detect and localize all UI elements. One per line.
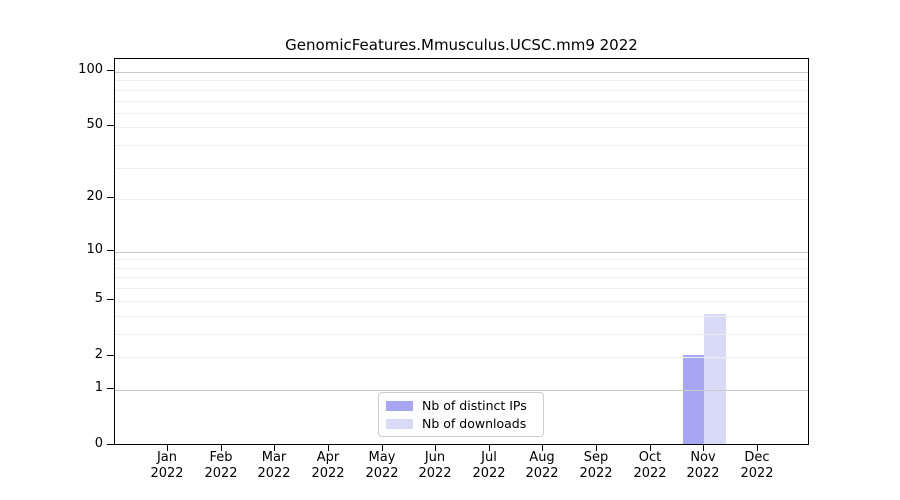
y-tick-2	[107, 355, 114, 356]
x-tick-dec	[757, 445, 758, 451]
x-tick-nov	[703, 445, 704, 451]
major-gridline-100	[115, 72, 808, 73]
chart-title: GenomicFeatures.Mmusculus.UCSC.mm9 2022	[285, 36, 638, 54]
x-tick-label-oct: Oct 2022	[633, 450, 667, 481]
x-tick-label-jan: Jan 2022	[150, 450, 184, 481]
y-tick-0	[107, 444, 114, 445]
x-tick-label-jul: Jul 2022	[472, 450, 506, 481]
minor-gridline-9	[115, 259, 808, 260]
minor-gridline-50	[115, 127, 808, 128]
minor-gridline-2	[115, 357, 808, 358]
x-tick-may	[382, 445, 383, 451]
x-tick-mar	[274, 445, 275, 451]
minor-gridline-90	[115, 80, 808, 81]
x-tick-label-aug: Aug 2022	[525, 450, 559, 481]
y-tick-100	[107, 70, 114, 71]
major-gridline-10	[115, 252, 808, 253]
y-tick-20	[107, 197, 114, 198]
y-tick-5	[107, 299, 114, 300]
legend-swatch-distinct-ips	[386, 400, 413, 411]
x-tick-feb	[221, 445, 222, 451]
x-tick-label-nov: Nov 2022	[686, 450, 720, 481]
x-tick-label-sep: Sep 2022	[579, 450, 613, 481]
minor-gridline-7	[115, 277, 808, 278]
legend-label-downloads: Nb of downloads	[422, 416, 527, 431]
minor-gridline-30	[115, 168, 808, 169]
bar-nb-of-distinct-ips-nov	[682, 354, 705, 444]
plot-area	[114, 58, 809, 445]
y-tick-10	[107, 250, 114, 251]
major-gridline-1	[115, 390, 808, 391]
y-tick-label-2: 2	[94, 347, 103, 362]
minor-gridline-20	[115, 199, 808, 200]
y-tick-label-10: 10	[86, 242, 103, 257]
legend-item-distinct-ips: Nb of distinct IPs	[386, 398, 534, 413]
legend: Nb of distinct IPs Nb of downloads	[378, 392, 544, 437]
x-tick-jan	[167, 445, 168, 451]
x-tick-sep	[596, 445, 597, 451]
x-tick-label-mar: Mar 2022	[257, 450, 291, 481]
minor-gridline-40	[115, 145, 808, 146]
y-tick-label-100: 100	[78, 62, 103, 77]
legend-item-downloads: Nb of downloads	[386, 416, 534, 431]
y-tick-label-5: 5	[94, 291, 103, 306]
x-tick-label-may: May 2022	[365, 450, 399, 481]
x-tick-apr	[328, 445, 329, 451]
x-tick-label-feb: Feb 2022	[204, 450, 238, 481]
y-tick-label-20: 20	[86, 189, 103, 204]
minor-gridline-3	[115, 334, 808, 335]
legend-swatch-downloads	[386, 418, 413, 429]
y-tick-label-50: 50	[86, 117, 103, 132]
x-tick-jun	[435, 445, 436, 451]
x-tick-oct	[650, 445, 651, 451]
minor-gridline-8	[115, 268, 808, 269]
bar-nb-of-downloads-nov	[704, 313, 726, 444]
minor-gridline-5	[115, 301, 808, 302]
y-tick-1	[107, 388, 114, 389]
x-tick-label-dec: Dec 2022	[740, 450, 774, 481]
x-tick-jul	[489, 445, 490, 451]
y-tick-label-0: 0	[94, 436, 103, 451]
minor-gridline-80	[115, 90, 808, 91]
y-tick-50	[107, 125, 114, 126]
legend-label-distinct-ips: Nb of distinct IPs	[422, 398, 527, 413]
y-tick-label-1: 1	[94, 380, 103, 395]
x-tick-label-apr: Apr 2022	[311, 450, 345, 481]
x-tick-label-jun: Jun 2022	[418, 450, 452, 481]
minor-gridline-70	[115, 101, 808, 102]
minor-gridline-60	[115, 113, 808, 114]
x-tick-aug	[542, 445, 543, 451]
minor-gridline-6	[115, 288, 808, 289]
minor-gridline-4	[115, 316, 808, 317]
